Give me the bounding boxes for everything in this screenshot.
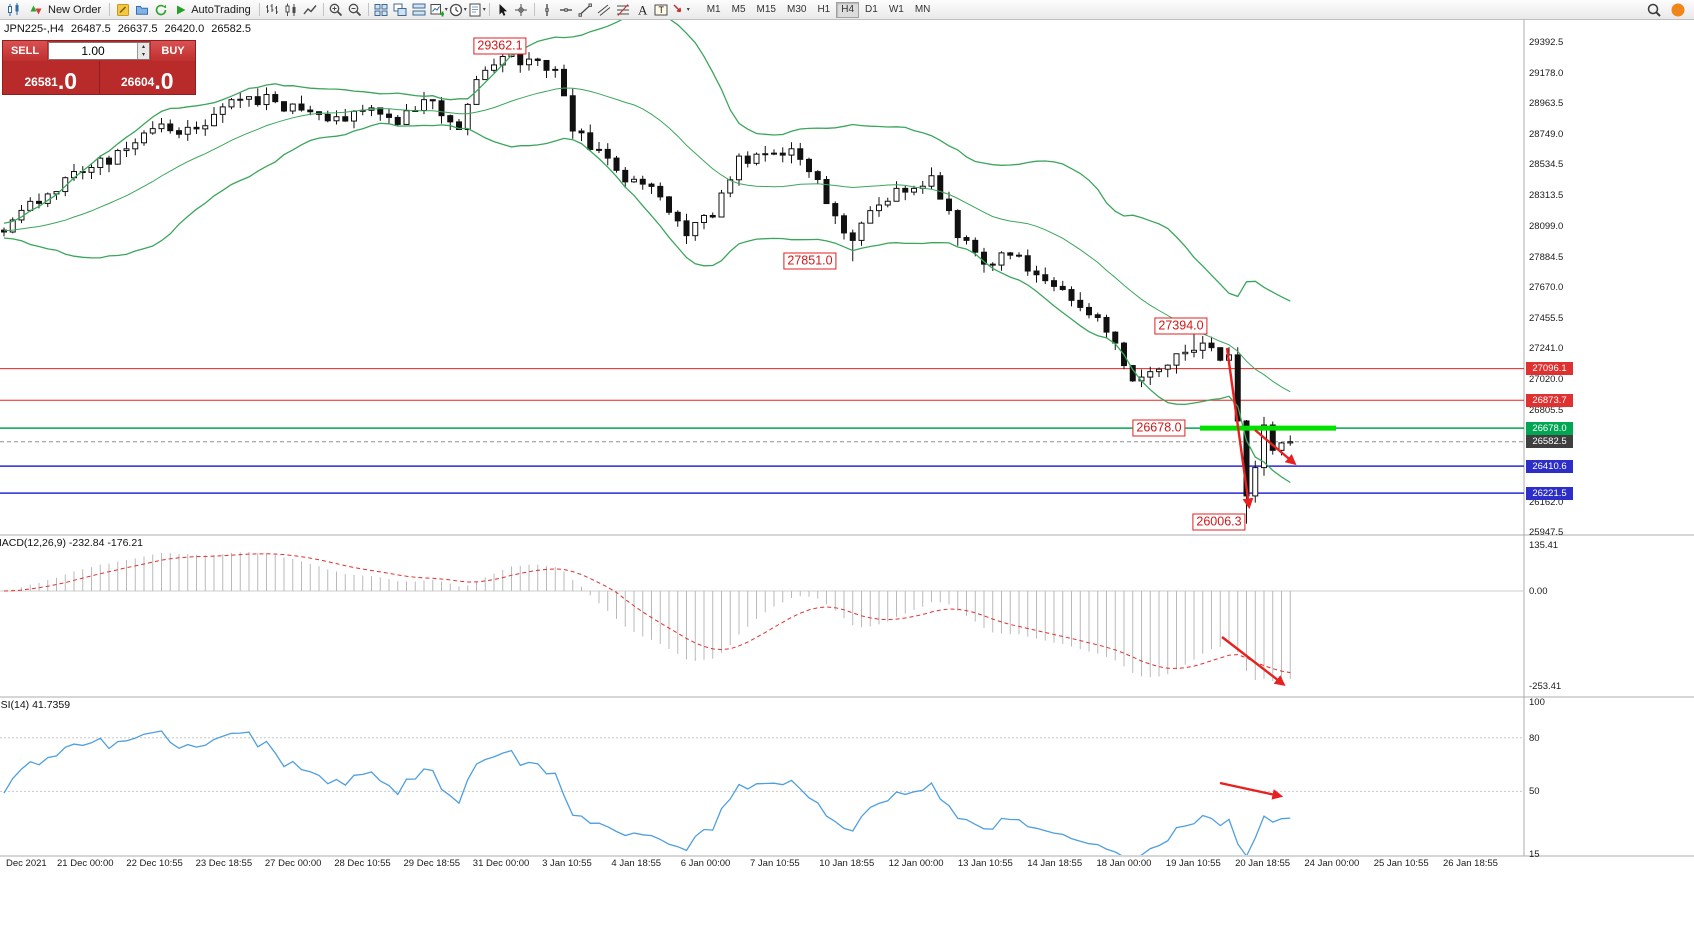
toolbar-separator (258, 3, 260, 16)
price-annotation[interactable]: 26678.0 (1132, 419, 1186, 437)
autotrading-button[interactable]: AutoTrading (170, 1, 256, 18)
profiles-icon[interactable] (132, 1, 151, 18)
timeframe-m30-button[interactable]: M30 (782, 2, 811, 18)
zoom-out-icon[interactable] (346, 1, 365, 18)
lot-size-box: ▴ ▾ (48, 42, 150, 60)
arrows-shapes-icon[interactable]: ▾ (671, 1, 690, 18)
ohlc-close: 26582.5 (211, 23, 251, 35)
line-chart-icon[interactable] (301, 1, 320, 18)
text-icon[interactable]: A (633, 1, 652, 18)
search-icon[interactable] (1644, 1, 1663, 18)
template-icon[interactable]: ▾ (467, 1, 486, 18)
notifications-icon[interactable] (1668, 1, 1687, 18)
zoom-in-icon[interactable] (327, 1, 346, 18)
buy-price-main: 26604 (120, 75, 155, 89)
vertical-line-icon[interactable] (538, 1, 557, 18)
autotrading-label: AutoTrading (191, 3, 251, 16)
symbol-ohlc-info: JPN225-,H4 26487.5 26637.5 26420.0 26582… (4, 23, 251, 35)
rsi-indicator-label: RSI(14) 41.7359 (0, 699, 71, 711)
macd-indicator-label: MACD(12,26,9) -232.84 -176.21 (0, 537, 143, 549)
timeframe-h4-button[interactable]: H4 (836, 1, 860, 18)
crosshair-icon[interactable] (512, 1, 531, 18)
dropdown-caret: ▾ (444, 7, 448, 13)
buy-button[interactable]: BUY (151, 41, 195, 61)
timeframe-d1-button[interactable]: D1 (860, 2, 883, 18)
ohlc-low: 26420.0 (164, 23, 205, 35)
period-icon[interactable]: ▾ (448, 1, 467, 18)
timeframe-m5-button[interactable]: M5 (727, 2, 751, 18)
symbol-name: JPN225-,H4 (4, 23, 64, 35)
one-click-trading-panel: SELL ▴ ▾ BUY 26581 .0 26604 .0 (2, 40, 196, 95)
cursor-icon[interactable] (493, 1, 512, 18)
timeframe-m15-button[interactable]: M15 (752, 2, 781, 18)
tile-windows-icon[interactable] (372, 1, 391, 18)
toolbar: New Order AutoTrading ▾ ▾ ▾ A T ▾ M1 M5 M1… (0, 0, 1694, 20)
buy-price-big: .0 (154, 68, 174, 94)
candlestick-chart-icon[interactable] (282, 1, 301, 18)
lot-decrease-button[interactable]: ▾ (138, 51, 149, 59)
price-annotation[interactable]: 26006.3 (1192, 513, 1246, 531)
price-annotation[interactable]: 27394.0 (1154, 317, 1208, 335)
sell-price-big: .0 (57, 68, 78, 94)
new-order-button[interactable]: New Order (23, 1, 106, 18)
lot-spinner: ▴ ▾ (137, 43, 149, 59)
metaeditor-icon[interactable] (113, 1, 132, 18)
price-annotation[interactable]: 27851.0 (783, 252, 837, 270)
ohlc-open: 26487.5 (70, 23, 111, 35)
timeframe-m1-button[interactable]: M1 (702, 2, 726, 18)
refresh-icon[interactable] (151, 1, 170, 18)
timeframe-w1-button[interactable]: W1 (884, 2, 909, 18)
channel-icon[interactable] (595, 1, 614, 18)
chart-app-icon[interactable] (4, 1, 23, 18)
svg-text:T: T (659, 5, 665, 15)
sell-button[interactable]: SELL (3, 41, 47, 61)
text-label-icon[interactable]: T (652, 1, 671, 18)
sell-price[interactable]: 26581 .0 (3, 61, 100, 94)
horizontal-line-icon[interactable] (557, 1, 576, 18)
toolbar-separator (322, 3, 324, 16)
lot-increase-button[interactable]: ▴ (138, 43, 149, 51)
new-chart-icon[interactable]: ▾ (429, 1, 448, 18)
ohlc-high: 26637.5 (117, 23, 158, 35)
toolbar-separator (533, 3, 535, 16)
trendline-icon[interactable] (576, 1, 595, 18)
timeframe-h1-button[interactable]: H1 (812, 2, 835, 18)
dropdown-caret: ▾ (482, 7, 486, 13)
svg-text:A: A (638, 2, 648, 17)
toolbar-separator (367, 3, 369, 16)
lot-size-input[interactable] (49, 43, 138, 59)
price-annotation[interactable]: 29362.1 (473, 37, 527, 55)
timeframe-mn-button[interactable]: MN (910, 2, 936, 18)
dropdown-caret: ▾ (463, 7, 467, 13)
timeframe-bar: M1 M5 M15 M30 H1 H4 D1 W1 MN (702, 1, 936, 18)
toolbar-separator (488, 3, 490, 16)
sell-price-main: 26581 (24, 75, 58, 89)
bar-chart-icon[interactable] (263, 1, 282, 18)
cascade-windows-icon[interactable] (391, 1, 410, 18)
toolbar-separator (109, 3, 111, 16)
new-order-label: New Order (48, 3, 102, 16)
buy-price[interactable]: 26604 .0 (100, 61, 196, 94)
arrange-windows-icon[interactable] (410, 1, 429, 18)
fibonacci-icon[interactable] (614, 1, 633, 18)
dropdown-caret: ▾ (686, 7, 690, 13)
toolbar-right-group (1644, 1, 1690, 18)
